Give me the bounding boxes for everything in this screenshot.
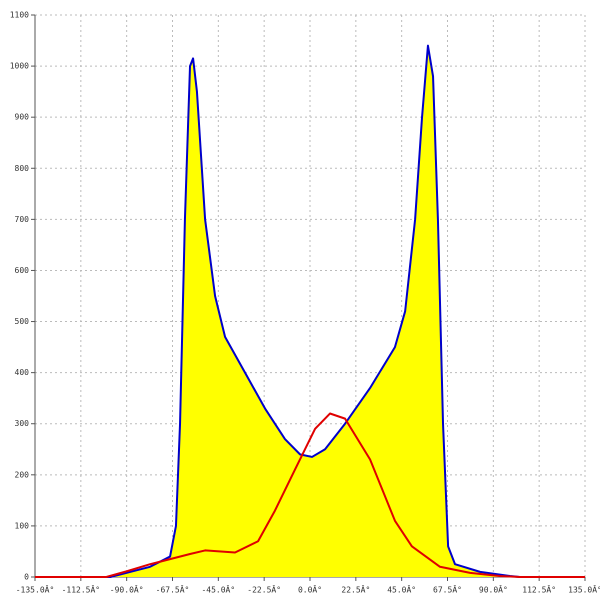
y-tick-label: 1000 xyxy=(10,62,29,71)
x-tick-label: -22.5Â° xyxy=(247,584,281,595)
x-tick-label: 45.0Â° xyxy=(387,584,416,595)
x-tick-label: -90.0Â° xyxy=(110,584,144,595)
x-tick-label: 90.0Â° xyxy=(479,584,508,595)
y-tick-label: 700 xyxy=(15,215,30,224)
y-tick-label: 300 xyxy=(15,419,30,428)
x-tick-label: 112.5Â° xyxy=(522,584,556,595)
y-tick-label: 0 xyxy=(24,573,29,582)
y-tick-label: 600 xyxy=(15,266,30,275)
x-tick-label: -135.0Â° xyxy=(16,584,55,595)
x-tick-label: -45.0Â° xyxy=(201,584,235,595)
y-tick-label: 1100 xyxy=(10,11,29,20)
area xyxy=(35,45,585,578)
y-tick-label: 900 xyxy=(15,113,30,122)
x-tick-label: -112.5Â° xyxy=(62,584,101,595)
y-tick-label: 400 xyxy=(15,368,30,377)
x-tick-label: 67.5Â° xyxy=(433,584,462,595)
y-tick-label: 500 xyxy=(15,317,30,326)
x-tick-label: 0.0Â° xyxy=(298,584,322,595)
x-tick-label: 22.5Â° xyxy=(341,584,370,595)
y-tick-label: 200 xyxy=(15,470,30,479)
x-tick-label: -67.5Â° xyxy=(156,584,190,595)
line xyxy=(35,412,585,578)
y-tick-label: 100 xyxy=(15,521,30,530)
x-tick-label: 135.0Â° xyxy=(568,584,600,595)
line xyxy=(35,44,585,578)
y-tick-label: 800 xyxy=(15,164,30,173)
